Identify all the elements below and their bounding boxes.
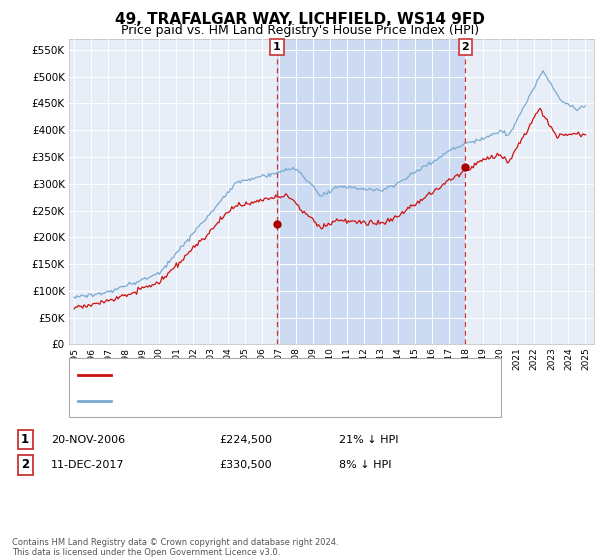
Text: 20-NOV-2006: 20-NOV-2006 [51, 435, 125, 445]
Text: £224,500: £224,500 [219, 435, 272, 445]
Text: HPI: Average price, detached house, Lichfield: HPI: Average price, detached house, Lich… [117, 396, 354, 406]
Text: £330,500: £330,500 [219, 460, 272, 470]
Text: Contains HM Land Registry data © Crown copyright and database right 2024.
This d: Contains HM Land Registry data © Crown c… [12, 538, 338, 557]
Text: 8% ↓ HPI: 8% ↓ HPI [339, 460, 391, 470]
Text: Price paid vs. HM Land Registry's House Price Index (HPI): Price paid vs. HM Land Registry's House … [121, 24, 479, 37]
Bar [277, 39, 466, 344]
Text: 11-DEC-2017: 11-DEC-2017 [51, 460, 125, 470]
Text: 2: 2 [461, 42, 469, 52]
Text: 1: 1 [273, 42, 281, 52]
Text: 49, TRAFALGAR WAY, LICHFIELD, WS14 9FD: 49, TRAFALGAR WAY, LICHFIELD, WS14 9FD [115, 12, 485, 27]
Text: 21% ↓ HPI: 21% ↓ HPI [339, 435, 398, 445]
Text: 2: 2 [21, 458, 29, 472]
Text: 49, TRAFALGAR WAY, LICHFIELD, WS14 9FD (detached house): 49, TRAFALGAR WAY, LICHFIELD, WS14 9FD (… [117, 370, 437, 380]
Text: 1: 1 [21, 433, 29, 446]
